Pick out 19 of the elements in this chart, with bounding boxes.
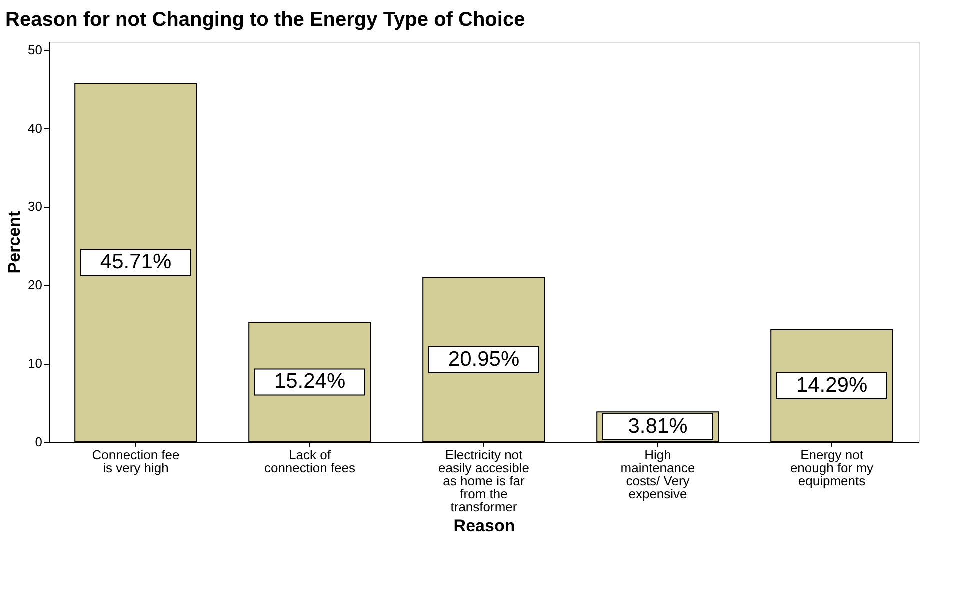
x-axis-title: Reason <box>454 516 516 536</box>
x-tick-label: Lack of connection fees <box>264 448 356 476</box>
y-tick-label: 50 <box>28 42 42 58</box>
y-axis-title: Percent <box>5 210 24 274</box>
data-label: 15.24% <box>274 370 346 394</box>
x-tick-label: Energy not enough for my equipments <box>790 448 874 488</box>
data-label: 3.81% <box>628 415 688 438</box>
y-tick-label: 10 <box>28 356 42 372</box>
x-tick-label: Electricity not easily accesible as home is far from the transformer <box>438 448 530 514</box>
data-label: 20.95% <box>448 348 520 371</box>
y-tick-label: 40 <box>28 120 42 136</box>
x-tick-label: High maintenance costs/ Very expensive <box>620 448 696 502</box>
data-label: 14.29% <box>796 374 868 397</box>
y-tick-label: 20 <box>28 278 42 293</box>
y-tick-label: 0 <box>35 434 42 450</box>
data-label: 45.71% <box>100 250 172 274</box>
chart-title: Reason for not Changing to the Energy Type of Choice <box>6 9 526 31</box>
y-tick-label: 30 <box>28 199 42 214</box>
x-tick-label: Connection fee is very high <box>92 448 180 476</box>
